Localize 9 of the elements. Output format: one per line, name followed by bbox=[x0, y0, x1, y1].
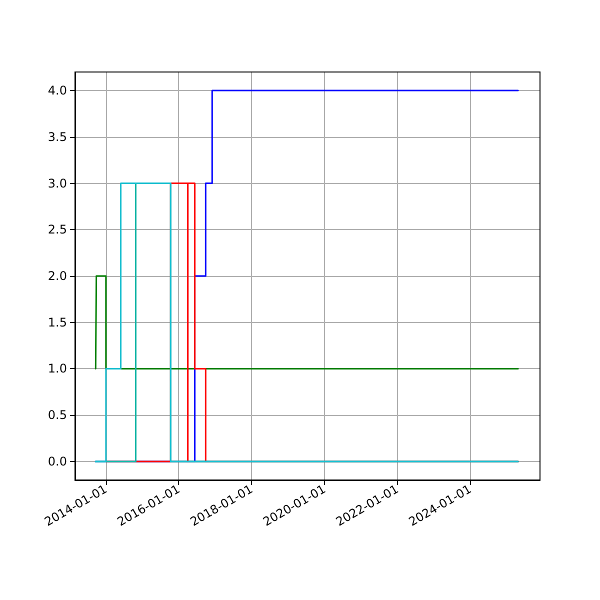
y-tick-label: 2.5 bbox=[48, 222, 67, 237]
y-tick-label: 0.5 bbox=[48, 408, 67, 422]
y-tick-label: 2.0 bbox=[48, 269, 67, 283]
y-tick-label: 1.0 bbox=[48, 362, 67, 376]
y-tick-label: 3.5 bbox=[48, 130, 67, 144]
y-tick-label: 3.0 bbox=[48, 176, 67, 190]
y-tick-label: 0.0 bbox=[48, 454, 67, 468]
y-tick-label: 1.5 bbox=[48, 315, 67, 330]
y-tick-label: 4.0 bbox=[48, 84, 67, 98]
